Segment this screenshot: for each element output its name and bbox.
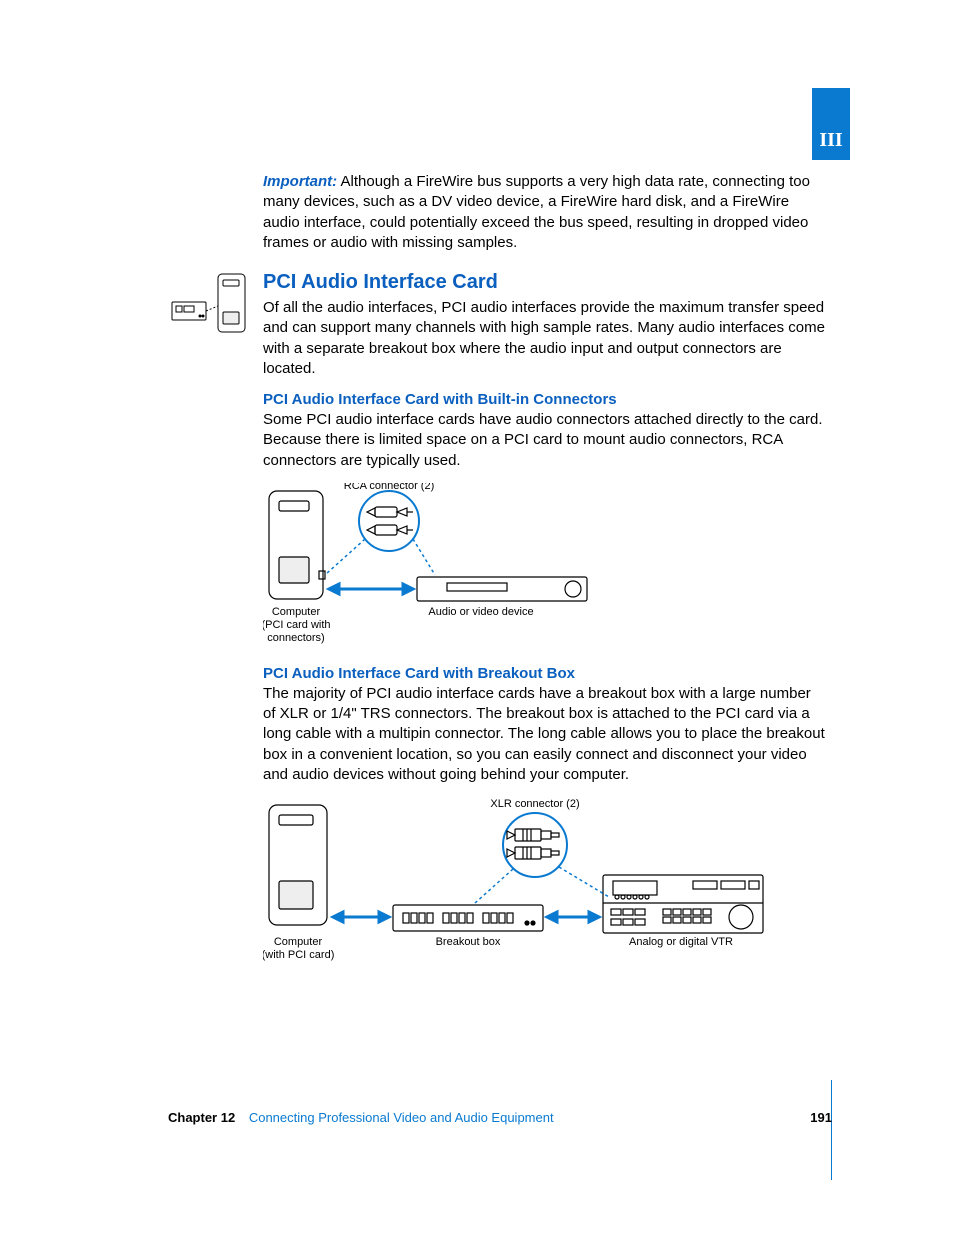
footer-page-number: 191 (810, 1110, 832, 1125)
footer-chapter: Chapter 12 (168, 1110, 235, 1125)
svg-text:(with PCI card): (with PCI card) (263, 949, 334, 961)
subsection2-text: The majority of PCI audio interface card… (263, 684, 827, 785)
figure-breakout: XLR connector (2) Computer (with PCI car… (263, 797, 827, 987)
section-tab-label: III (819, 129, 842, 152)
footer-left: Chapter 12 Connecting Professional Video… (168, 1110, 554, 1125)
svg-text:Analog or digital VTR: Analog or digital VTR (629, 936, 733, 948)
important-label: Important: (263, 173, 337, 190)
section-intro: Of all the audio interfaces, PCI audio i… (263, 298, 827, 379)
subsection1-heading: PCI Audio Interface Card with Built-in C… (263, 391, 827, 408)
important-text: Although a FireWire bus supports a very … (263, 173, 810, 251)
figure-rca: RCA connector (2) Computer (PCI card wit… (263, 483, 827, 653)
subsection1-text: Some PCI audio interface cards have audi… (263, 410, 827, 471)
content-column: Important: Although a FireWire bus suppo… (263, 172, 827, 999)
page-footer: Chapter 12 Connecting Professional Video… (168, 1110, 832, 1125)
side-rule (831, 1080, 832, 1180)
svg-text:connectors): connectors) (267, 632, 324, 644)
svg-text:Breakout box: Breakout box (436, 936, 501, 948)
margin-illustration (168, 272, 248, 347)
subsection2-heading: PCI Audio Interface Card with Breakout B… (263, 665, 827, 682)
svg-text:Computer: Computer (274, 936, 323, 948)
section-heading: PCI Audio Interface Card (263, 271, 827, 294)
svg-text:Computer: Computer (272, 606, 321, 618)
rca-label: RCA connector (2) (344, 483, 434, 492)
footer-title: Connecting Professional Video and Audio … (249, 1110, 554, 1125)
section-tab: III (812, 88, 850, 160)
important-paragraph: Important: Although a FireWire bus suppo… (263, 172, 827, 253)
svg-text:XLR connector (2): XLR connector (2) (490, 798, 579, 810)
svg-text:(PCI card with: (PCI card with (263, 619, 331, 631)
svg-text:Audio or video device: Audio or video device (428, 606, 533, 618)
